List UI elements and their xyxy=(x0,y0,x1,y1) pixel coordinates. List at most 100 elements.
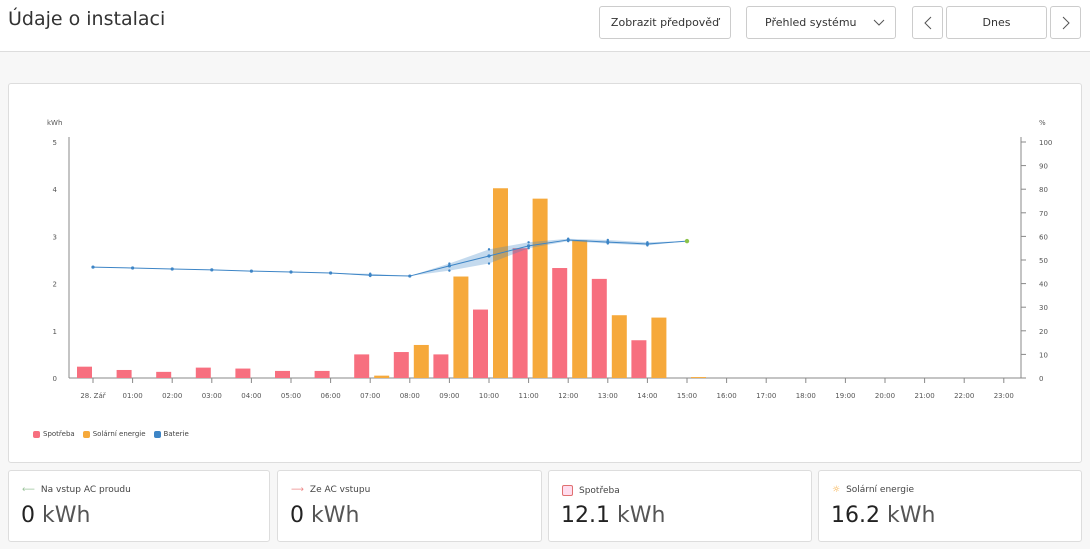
solar-bar xyxy=(651,317,667,378)
show-forecast-button[interactable]: Zobrazit předpověď xyxy=(599,6,731,39)
next-day-button[interactable] xyxy=(1050,6,1081,39)
y-tick-label: 2 xyxy=(53,281,57,289)
battery-max-point xyxy=(448,262,451,265)
solar-bar xyxy=(572,240,588,378)
consumption-bar xyxy=(473,309,488,378)
battery-point xyxy=(329,271,333,275)
legend-swatch xyxy=(82,430,90,438)
solar-bar xyxy=(691,377,706,378)
x-tick-label: 16:00 xyxy=(717,392,737,400)
y-tick-label: 1 xyxy=(53,328,57,336)
legend-battery[interactable]: Baterie xyxy=(153,430,189,438)
x-tick-label: 13:00 xyxy=(598,392,618,400)
solar-bar xyxy=(611,315,627,378)
today-button[interactable]: Dnes xyxy=(946,6,1047,39)
battery-min-point xyxy=(448,269,451,272)
battery-point xyxy=(487,254,491,258)
x-tick-label: 18:00 xyxy=(796,392,816,400)
x-tick-label: 11:00 xyxy=(519,392,539,400)
battery-point xyxy=(447,264,451,268)
x-tick-label: 23:00 xyxy=(994,392,1014,400)
x-tick-label: 05:00 xyxy=(281,392,301,400)
x-tick-label: 14:00 xyxy=(637,392,657,400)
battery-max-point xyxy=(369,272,372,275)
page-title: Údaje o instalaci xyxy=(8,8,166,30)
battery-min-point xyxy=(369,274,372,278)
battery-max-point xyxy=(567,237,570,240)
x-tick-label: 17:00 xyxy=(756,392,776,400)
y2-tick-label: 30 xyxy=(1039,304,1048,312)
stat-card-solar: ☼ Solární energie 16.2 kWh xyxy=(818,470,1082,542)
y-tick-label: 4 xyxy=(53,186,58,194)
consumption-bar xyxy=(512,248,528,378)
battery-point xyxy=(131,266,135,270)
x-tick-label: 19:00 xyxy=(835,392,855,400)
y-axis-title: kWh xyxy=(47,119,62,127)
x-tick-label: 21:00 xyxy=(915,392,935,400)
battery-range-band xyxy=(93,238,687,277)
y2-tick-label: 70 xyxy=(1039,210,1048,218)
battery-min-point xyxy=(567,239,570,243)
legend-consumption[interactable]: Spotřeba xyxy=(33,430,75,438)
x-tick-label: 10:00 xyxy=(479,392,499,400)
y2-axis-title: % xyxy=(1039,119,1046,127)
consumption-bar xyxy=(552,268,568,378)
battery-line xyxy=(92,239,688,277)
stat-card-from-ac-input: ⟶ Ze AC vstupu 0 kWh xyxy=(277,470,542,542)
stat-value: 0 xyxy=(290,503,304,528)
x-tick-label: 15:00 xyxy=(677,392,697,400)
y2-tick-label: 20 xyxy=(1039,328,1048,336)
chevron-down-icon xyxy=(873,19,885,26)
stat-unit: kWh xyxy=(886,503,936,528)
stat-label: Na vstup AC proudu xyxy=(40,485,131,495)
x-tick-label: 04:00 xyxy=(241,392,261,400)
y2-tick-label: 80 xyxy=(1039,186,1048,194)
battery-min-point xyxy=(646,244,649,247)
arrow-right-icon: ⟶ xyxy=(291,485,304,495)
legend-label: Baterie xyxy=(163,430,189,438)
chart-legend: Spotřeba Solární energie Baterie xyxy=(33,430,189,438)
energy-chart-card: kWh% 0 1 2 3 4 5 0 10 20 30 40 50 60 70 80 90 100 28. Zář 0… xyxy=(8,83,1082,463)
battery-point xyxy=(170,267,174,271)
y2-tick-label: 50 xyxy=(1039,257,1048,265)
arrow-left-icon: ⟵ xyxy=(22,485,35,495)
y-tick-label: 5 xyxy=(53,139,57,147)
battery-point xyxy=(408,274,412,278)
view-select[interactable]: Přehled systému xyxy=(746,6,896,39)
consumption-bar xyxy=(275,370,290,378)
x-tick-label: 28. Zář xyxy=(80,392,105,400)
consumption-bar xyxy=(631,340,647,378)
x-tick-label: 01:00 xyxy=(123,392,143,400)
solar-bar xyxy=(532,198,548,378)
stat-label: Spotřeba xyxy=(579,485,620,496)
legend-solar[interactable]: Solární energie xyxy=(82,430,146,438)
x-tick-label: 08:00 xyxy=(400,392,420,400)
stat-value: 0 xyxy=(21,503,35,528)
stat-unit: kWh xyxy=(311,503,360,528)
solar-bar xyxy=(493,188,508,378)
x-tick-label: 20:00 xyxy=(875,392,895,400)
battery-point xyxy=(527,244,531,248)
battery-max-point xyxy=(527,241,530,244)
stat-card-to-ac-input: ⟵ Na vstup AC proudu 0 kWh xyxy=(8,470,270,542)
stat-unit: kWh xyxy=(616,503,666,528)
y2-tick-label: 40 xyxy=(1039,281,1048,289)
x-tick-label: 07:00 xyxy=(360,392,380,400)
battery-point xyxy=(91,265,95,269)
previous-day-button[interactable] xyxy=(912,6,943,39)
x-tick-label: 06:00 xyxy=(321,392,341,400)
socket-icon xyxy=(562,485,573,496)
x-tick-label: 02:00 xyxy=(162,392,182,400)
chevron-right-icon xyxy=(1062,16,1070,29)
battery-point xyxy=(210,268,214,272)
consumption-bar xyxy=(77,366,92,378)
x-tick-label: 03:00 xyxy=(202,392,222,400)
battery-min-point xyxy=(487,262,491,265)
y2-tick-label: 60 xyxy=(1039,233,1048,241)
y2-tick-label: 0 xyxy=(1039,375,1043,383)
stat-value: 12.1 xyxy=(561,503,610,528)
consumption-bar xyxy=(433,354,449,378)
y2-tick-label: 100 xyxy=(1039,139,1052,147)
stat-label: Ze AC vstupu xyxy=(309,485,371,495)
legend-swatch xyxy=(33,430,40,438)
